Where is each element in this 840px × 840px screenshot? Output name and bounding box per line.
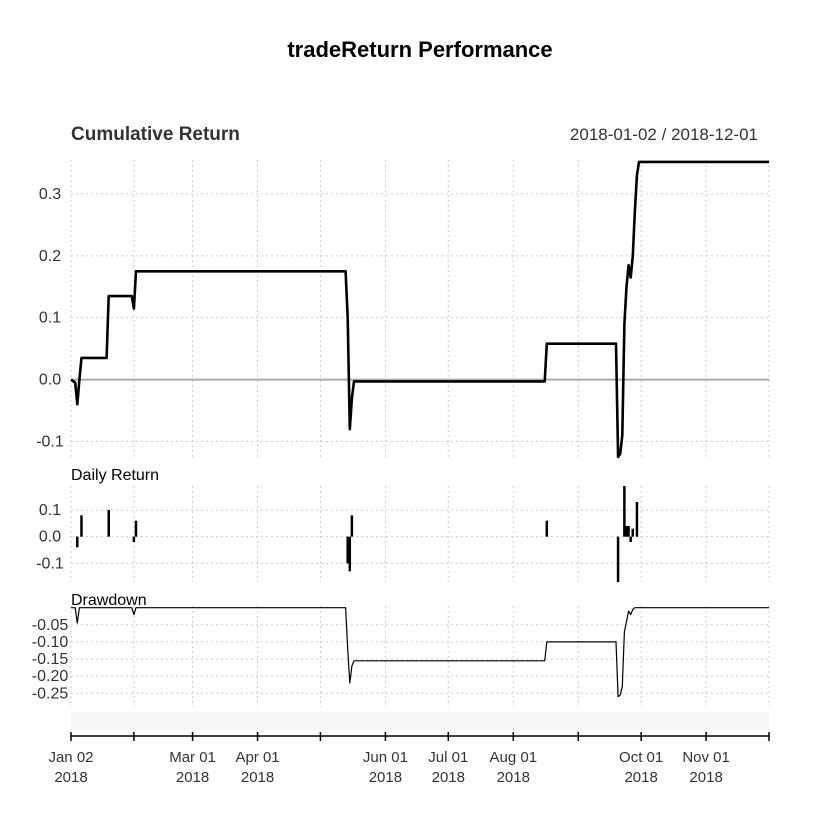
x-tick-label: Jul 01 <box>428 749 468 766</box>
panel-title: Cumulative Return <box>71 124 240 145</box>
y-tick-label: -0.10 <box>32 634 69 651</box>
y-tick-label: 0.1 <box>39 502 61 519</box>
y-tick-label: -0.15 <box>32 651 69 668</box>
y-tick-label: 0.0 <box>39 529 61 546</box>
x-tick-year-label: 2018 <box>241 769 274 786</box>
y-tick-label: 0.2 <box>39 248 61 265</box>
x-axis: Jan 02 2018 Mar 01 2018 Apr 01 2018 Jun 01 2018… <box>48 712 770 786</box>
cumulative-return-line <box>70 160 769 459</box>
chart-title: tradeReturn Performance <box>287 37 552 62</box>
x-tick-label: Jan 02 <box>48 749 93 766</box>
x-axis-band <box>71 712 769 730</box>
x-tick-label: Mar 01 <box>169 749 216 766</box>
panel-title: Drawdown <box>71 592 147 609</box>
panels: Cumulative Return -0.1 0.0 0.1 0.2 0.3 Daily R… <box>32 124 770 707</box>
x-tick-year-label: 2018 <box>432 769 465 786</box>
x-tick-year-label: 2018 <box>689 769 722 786</box>
drawdown-line <box>71 607 769 698</box>
panel-daily-return: Daily Return -0.1 0.0 0.1 <box>36 467 770 582</box>
y-tick-label: 0.0 <box>39 372 61 389</box>
x-tick-year-label: 2018 <box>369 769 402 786</box>
x-tick-label: Oct 01 <box>619 749 663 766</box>
panel-cumulative-return: Cumulative Return -0.1 0.0 0.1 0.2 0.3 <box>36 124 770 460</box>
y-tick-label: -0.20 <box>32 668 69 685</box>
y-tick-label: -0.1 <box>36 433 64 450</box>
x-tick-label: Jun 01 <box>363 749 408 766</box>
x-tick-year-label: 2018 <box>54 769 87 786</box>
panel-title: Daily Return <box>71 467 159 484</box>
x-tick-label: Nov 01 <box>682 749 730 766</box>
x-tick-label: Aug 01 <box>490 749 538 766</box>
x-tick-year-label: 2018 <box>176 769 209 786</box>
x-tick-year-label: 2018 <box>497 769 530 786</box>
date-range-label: 2018-01-02 / 2018-12-01 <box>570 125 758 144</box>
x-tick-year-label: 2018 <box>624 769 657 786</box>
y-tick-label: 0.3 <box>39 186 61 203</box>
y-tick-label: -0.05 <box>32 617 69 634</box>
y-tick-label: -0.25 <box>32 685 69 702</box>
y-tick-label: 0.1 <box>39 310 61 327</box>
y-tick-label: -0.1 <box>36 555 64 572</box>
x-tick-label: Apr 01 <box>235 749 279 766</box>
panel-drawdown: Drawdown -0.25-0.20-0.15-0.10-0.05 <box>32 592 770 707</box>
